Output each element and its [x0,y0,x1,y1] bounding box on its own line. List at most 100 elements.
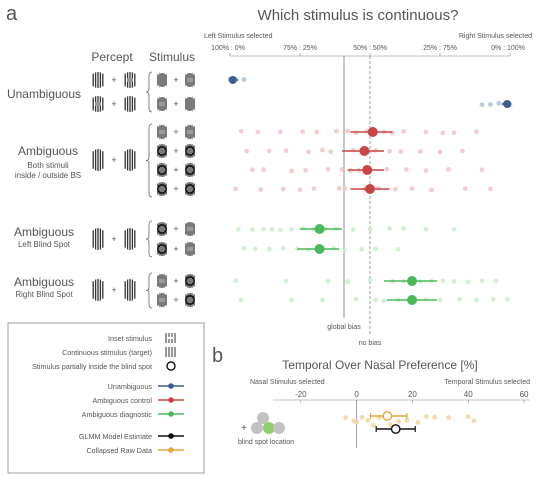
panel-b-tick-label-2: 20 [408,390,417,399]
b-raw-point-13 [432,414,438,420]
legend-icon-1 [165,347,176,357]
a-raw-point-1-1-3 [306,149,311,155]
a-mean-1-2 [362,165,373,175]
a-raw-point-1-0-4 [314,129,320,135]
blind-spot-dot-2 [251,422,263,434]
a-mean-1-3 [365,184,375,194]
panel-b-data [343,411,477,434]
stim-icon-2a [157,97,167,111]
group-subtitle-both-1: Both stimuli [27,161,69,170]
plus-right-1: + [173,295,178,305]
stim-icon-2b [185,97,195,111]
percept-icon-2b [124,96,136,112]
a-raw-point-1-2-13 [479,167,485,173]
legend-label-3: Unambiguous [108,382,153,391]
a-raw-point-1-0-5 [334,128,339,134]
stim-icon-left-0b [185,222,195,236]
plus-left-1: + [173,244,178,254]
nasal-selected-label: Nasal Stimulus selected [250,379,325,386]
legend-label-2: Stimulus partially inside the blind spot [32,362,152,371]
legend-label-6: GLMM Model Estimate [79,432,152,441]
a-raw-point-3-0-4 [367,277,373,283]
a-mean-0-0 [228,76,237,84]
percept-icon-4b [124,228,136,250]
a-raw-point-1-1-2 [283,148,289,154]
legend-label-4: Ambiguous control [92,396,152,405]
a-raw-point-3-0-12 [479,278,485,284]
a-mean-3-1 [407,295,417,305]
a-raw-point-3-1-0 [238,297,244,303]
a-raw-point-1-1-13 [460,148,465,154]
a-raw-point-1-2-5 [339,166,345,172]
a-raw-point-3-1-2 [320,297,325,303]
a-raw-point-3-0-3 [345,279,350,285]
brace-unambiguous [145,71,153,113]
percept-icon-1a [92,72,104,88]
a-raw-point-1-3-13 [488,186,493,192]
a-raw-point-1-3-12 [462,186,468,191]
col-stimulus: Stimulus [149,50,195,64]
a-raw-point-1-0-15 [474,129,479,134]
percept-icon-2a [92,96,104,112]
a-mean-2-0 [314,224,325,234]
a-raw-point-1-2-10 [404,167,409,172]
plus-right-0: + [173,276,178,286]
a-raw-point-3-1-10 [457,296,462,302]
no-bias-label: no bias [359,340,382,347]
blind-spot-dot-4 [273,422,285,434]
a-raw-point-1-3-1 [258,187,264,193]
a-raw-point-3-1-3 [353,296,359,302]
a-raw-point-1-2-0 [250,167,255,173]
a-raw-point-1-1-1 [266,148,272,154]
a-raw-point-2-1-1 [252,246,258,252]
a-raw-point-3-0-0 [233,278,239,284]
a-raw-point-1-3-11 [429,187,434,193]
panel-b-axis: -20 0 20 40 60 [272,390,530,448]
a-raw-point-1-3-3 [297,187,303,193]
a-raw-point-1-0-3 [300,129,306,134]
panel-b-tick-label-4: 60 [520,390,529,399]
legend-icon-2 [166,361,176,371]
panel-a-tick-label-2: 50% : 50% [353,45,387,52]
a-raw-point-3-1-8 [423,296,429,302]
panel-b-tick-label-1: 0 [354,390,359,399]
panel-a-tick-label-3: 25% : 75% [423,45,457,52]
stim-icon-both-1a [157,144,168,158]
plus-2a: + [111,99,116,109]
panel-a-data [227,76,513,305]
a-raw-point-2-0-1 [250,227,255,232]
a-raw-point-3-0-9 [440,278,446,284]
a-raw-point-1-1-6 [350,147,356,153]
a-raw-point-2-1-3 [280,245,286,251]
a-raw-point-1-1-12 [437,149,443,155]
a-raw-point-0-1-2 [496,100,502,106]
stim-icon-both-0a [157,125,167,139]
a-raw-point-3-1-12 [490,296,496,302]
legend-box [7,322,205,474]
a-raw-point-1-0-11 [401,129,406,134]
a-raw-point-1-2-2 [289,168,294,174]
a-raw-point-1-1-10 [398,149,404,155]
plus-both-3: + [173,184,178,194]
a-raw-point-2-0-12 [387,226,392,231]
a-raw-point-2-0-2 [261,226,266,232]
a-raw-point-0-0-3 [241,77,247,82]
a-raw-point-0-1-1 [488,102,493,107]
b-raw-point-8 [387,422,393,428]
stim-icon-right-0a [157,274,167,288]
plus-both-0: + [173,127,178,137]
group-title-ambiguous-both: Ambiguous [18,144,78,158]
a-raw-point-2-1-5 [306,247,311,253]
b-raw-point-5 [370,422,376,428]
brace-left-bs [145,220,153,258]
panel-b-tick-label-0: -20 [295,390,307,399]
a-raw-point-2-1-0 [241,245,247,251]
a-raw-point-1-2-9 [384,166,390,172]
col-percept: Percept [91,50,133,64]
a-raw-point-1-0-0 [238,128,244,134]
blind-spot-plus: + [241,423,247,434]
b-raw-point-11 [415,420,421,425]
percept-icon-1b [124,72,136,88]
left-selected-label: Left Stimulus selected [204,33,273,40]
